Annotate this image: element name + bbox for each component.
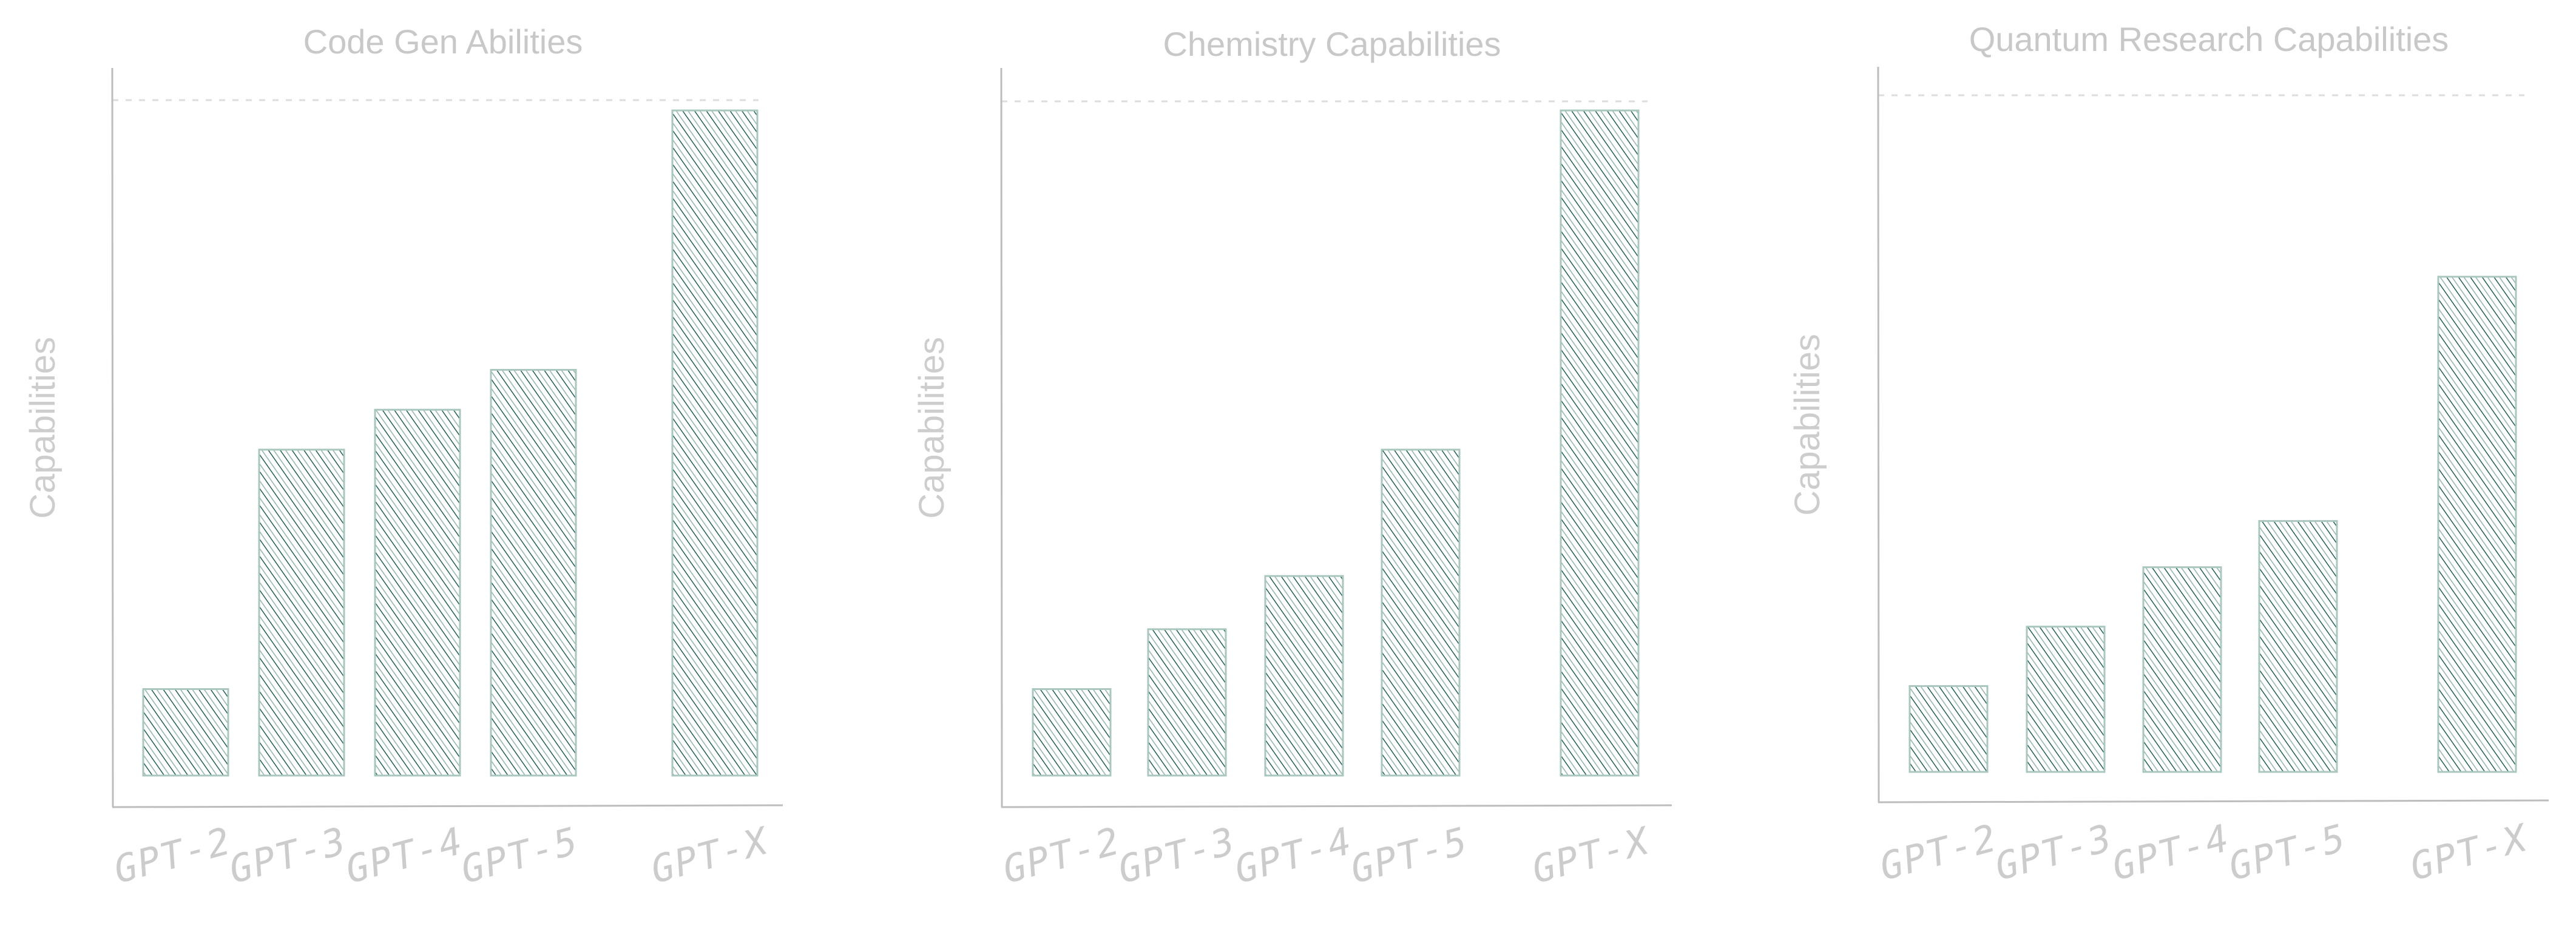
- x-tick-label: GPT-5: [1346, 819, 1473, 892]
- bar-gpt-2: [1032, 688, 1112, 777]
- x-axis-line: [112, 804, 783, 808]
- bar-gpt-5: [490, 368, 577, 777]
- bar-gpt-2: [1908, 685, 1989, 773]
- bar-gpt-2: [142, 688, 229, 777]
- bar-gpt-4: [2142, 566, 2222, 773]
- chart-title: Code Gen Abilities: [303, 22, 583, 61]
- x-tick-label: GPT-3: [225, 819, 351, 892]
- x-tick-label: GPT-4: [341, 819, 468, 892]
- bar-gpt-3: [258, 448, 345, 777]
- x-tick-label: GPT-2: [998, 819, 1125, 892]
- bar-gpt-3: [1147, 628, 1227, 777]
- y-axis-line: [1000, 67, 1003, 808]
- chart-panel-3: Quantum Research Capabilities Capabilitie…: [1788, 20, 2549, 889]
- bar-gpt-5: [2258, 520, 2338, 773]
- x-tick-label: GPT-X: [1527, 818, 1655, 892]
- chart-panel-2: Chemistry CapabilitiesCapabilitiesGPT-2G…: [912, 25, 1672, 892]
- bar-gpt-x: [671, 109, 759, 777]
- x-tick-label: GPT-X: [646, 818, 774, 892]
- bar-gpt-5: [1381, 448, 1461, 777]
- x-tick-label: GPT-5: [456, 819, 583, 892]
- chart-title: Quantum Research Capabilities: [1969, 20, 2449, 58]
- bar-gpt-4: [374, 408, 461, 777]
- x-axis-line: [1001, 804, 1672, 808]
- bar-gpt-4: [1264, 575, 1344, 777]
- bar-gpt-3: [2026, 626, 2106, 773]
- x-tick-label: GPT-2: [109, 819, 236, 892]
- y-axis-label: Capabilities: [1788, 334, 1827, 516]
- bar-gpt-x: [1560, 109, 1640, 777]
- x-tick-label: GPT-4: [2108, 816, 2234, 889]
- x-tick-label: GPT-5: [2224, 816, 2351, 889]
- y-axis-line: [111, 67, 114, 808]
- x-axis-line: [1878, 799, 2549, 803]
- x-tick-label: GPT-3: [1990, 816, 2117, 889]
- x-tick-label: GPT-2: [1875, 816, 2002, 889]
- chart-panel-1: Code Gen Abilities Capabilities GPT-2GPT-3…: [23, 22, 783, 892]
- x-tick-label: GPT-3: [1114, 819, 1240, 892]
- x-tick-label: GPT-4: [1230, 819, 1357, 892]
- y-axis-label: Capabilities: [912, 337, 952, 519]
- x-tick-label: GPT-X: [2405, 815, 2533, 889]
- bar-gpt-x: [2437, 276, 2517, 773]
- y-axis-label: Capabilities: [23, 337, 63, 519]
- chart-title: Chemistry Capabilities: [1163, 25, 1501, 63]
- y-axis-line: [1877, 66, 1880, 803]
